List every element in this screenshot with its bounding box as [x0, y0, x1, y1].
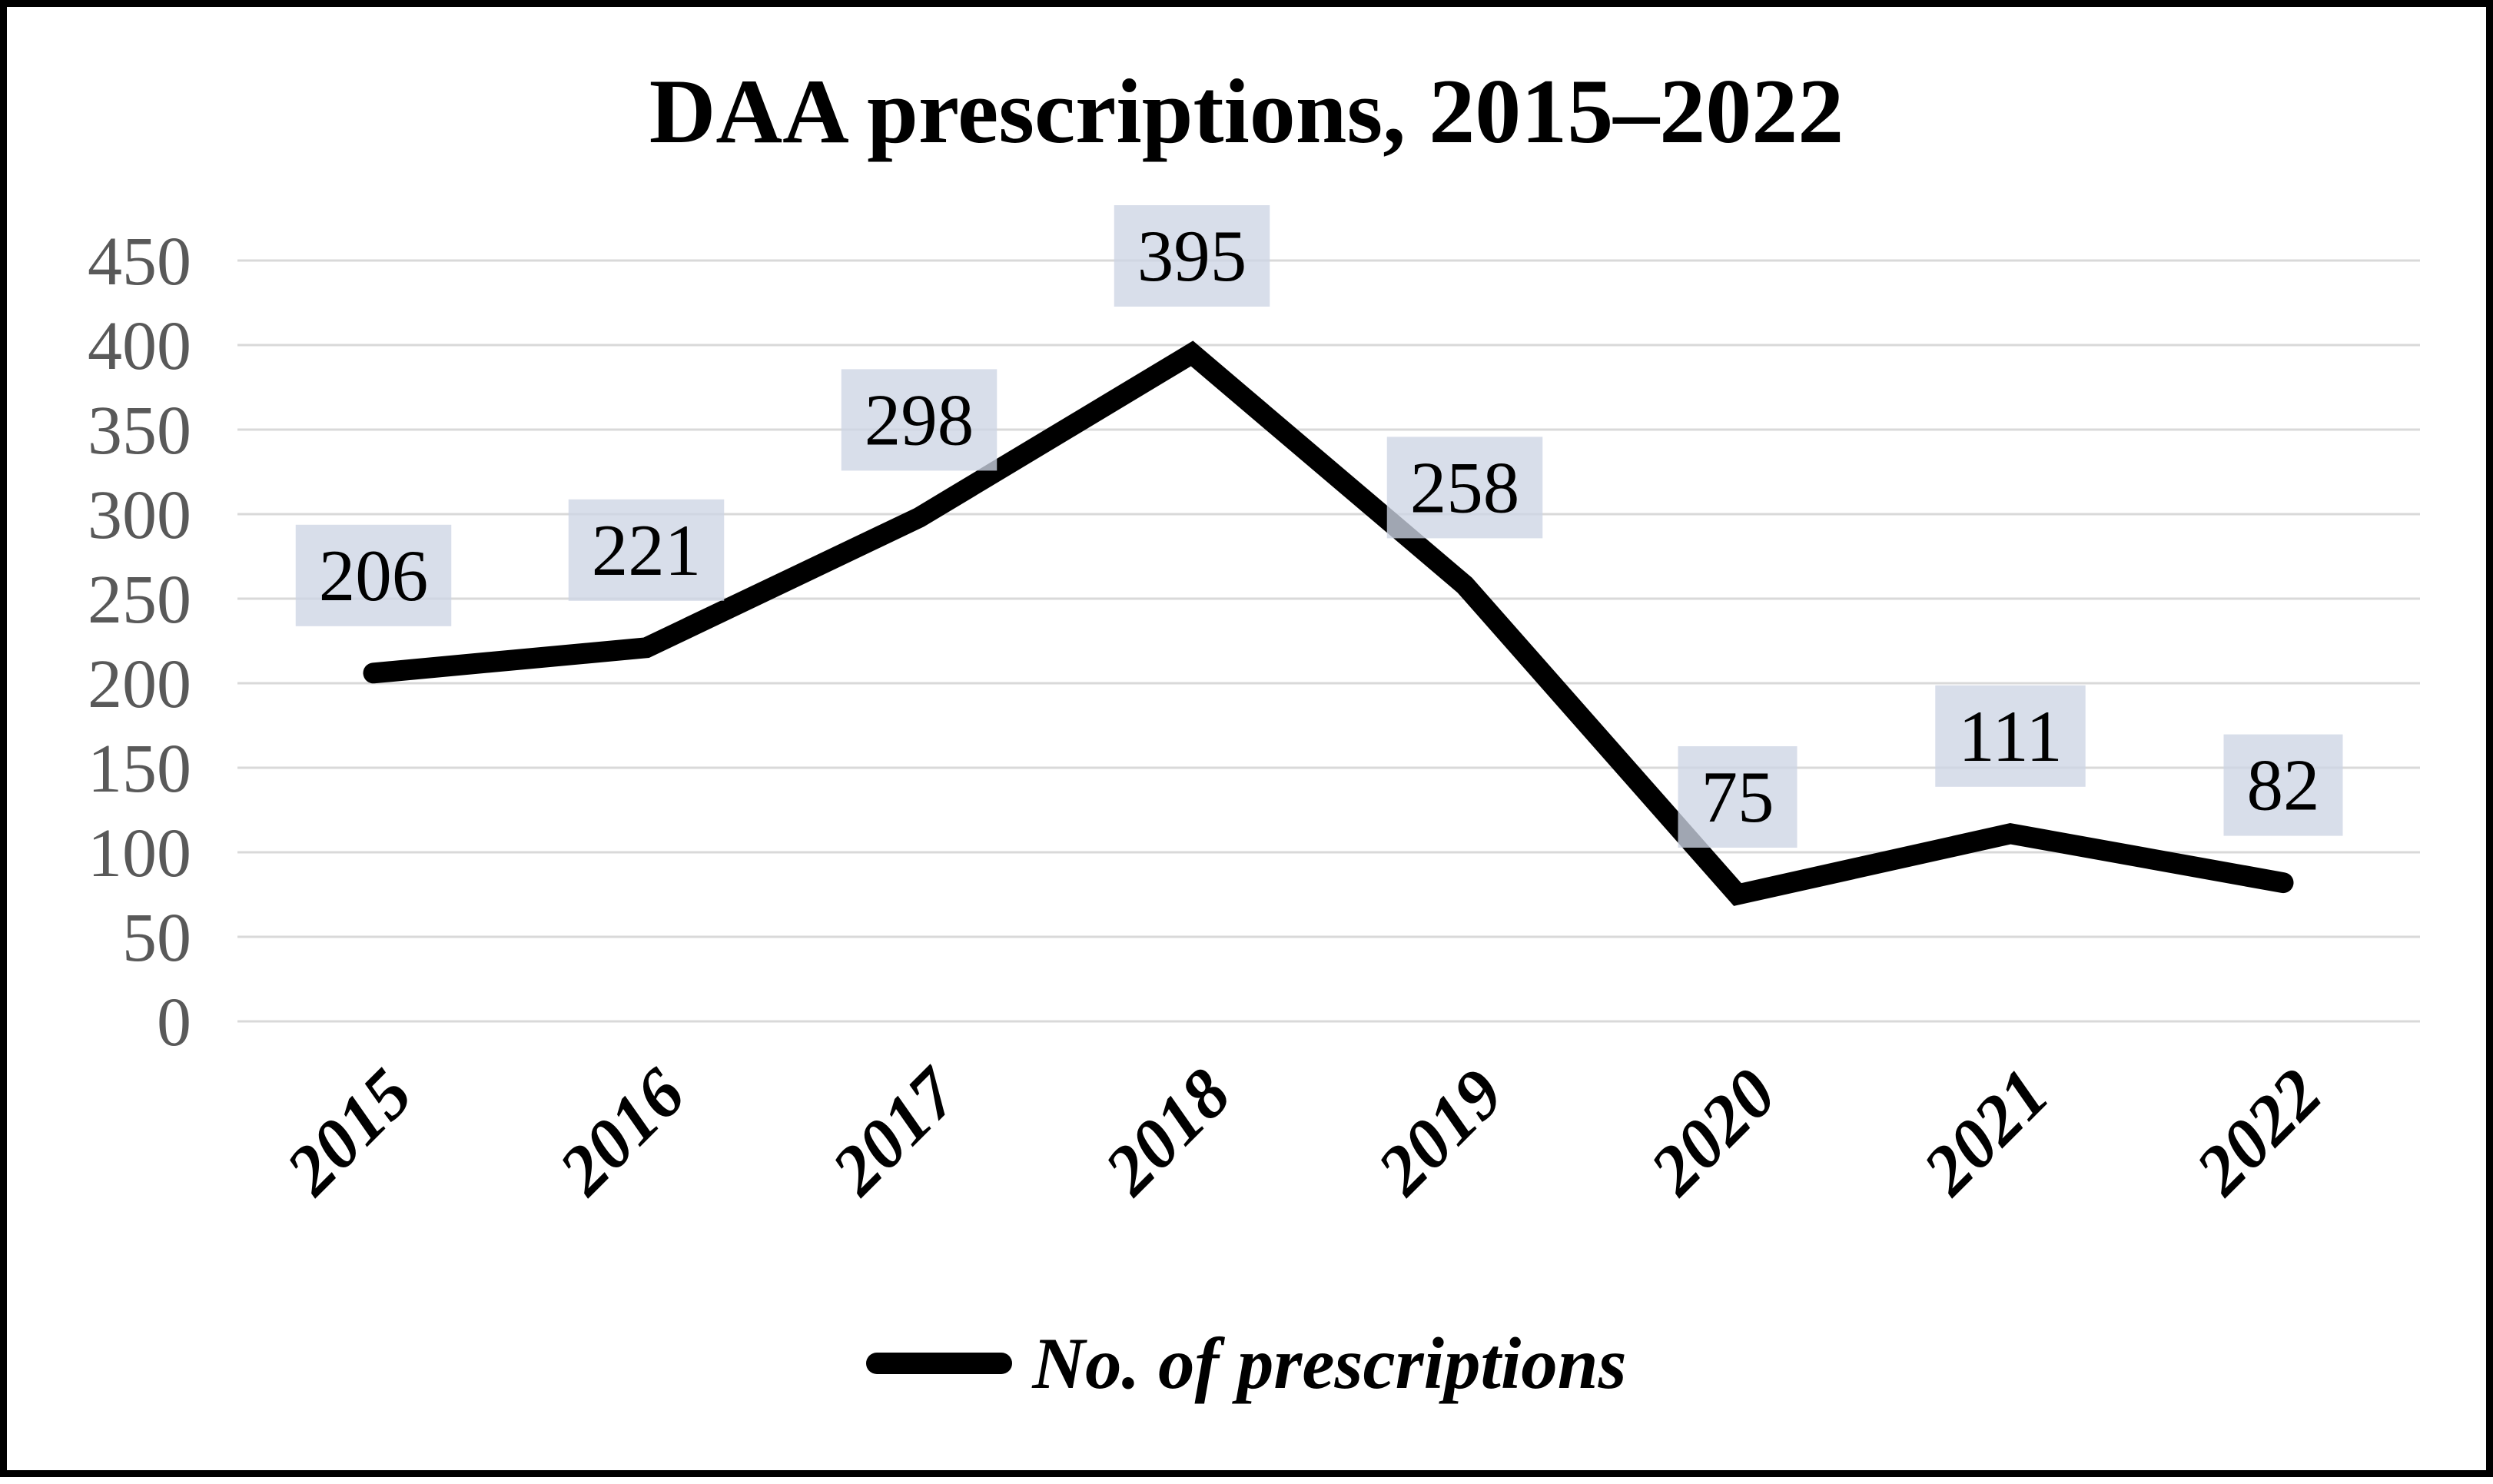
y-tick-label-250: 250 [88, 562, 191, 638]
y-axis-tick-labels: 450 400 350 300 250 200 150 100 50 0 [88, 224, 191, 1061]
chart-title: DAA prescriptions, 2015–2022 [649, 60, 1844, 162]
data-label-2018: 395 [1114, 205, 1270, 307]
legend: No. of prescriptions [7, 1313, 2486, 1413]
series-line-no-of-prescriptions [363, 340, 2294, 906]
x-tick-label-2017: 2017 [815, 1051, 974, 1210]
data-label-box [1678, 746, 1798, 848]
y-tick-label-200: 200 [88, 646, 191, 722]
data-label-2015: 206 [295, 524, 452, 626]
y-tick-label-0: 0 [157, 984, 191, 1061]
data-label-value: 206 [319, 535, 429, 616]
data-label-value: 111 [1958, 696, 2062, 777]
data-labels: 206 221 298 395 258 75 111 82 [295, 205, 2343, 848]
x-axis-tick-labels: 2015 2016 2017 2018 2019 2020 2021 2022 [270, 1051, 2336, 1210]
data-label-2016: 221 [568, 499, 725, 601]
x-tick-label-2020: 2020 [1634, 1054, 1791, 1210]
gridlines [237, 259, 2420, 1023]
data-label-2021: 111 [1935, 685, 2086, 787]
y-tick-label-300: 300 [88, 477, 191, 553]
x-tick-label-2022: 2022 [2179, 1054, 2336, 1210]
x-tick-label-2016: 2016 [543, 1054, 699, 1210]
data-label-2020: 75 [1678, 746, 1798, 848]
data-label-2017: 298 [841, 369, 998, 471]
x-tick-label-2021: 2021 [1907, 1054, 2063, 1210]
data-label-box [295, 524, 452, 626]
data-label-box [1114, 205, 1270, 307]
data-label-value: 298 [865, 379, 974, 460]
x-tick-label-2015: 2015 [270, 1054, 427, 1210]
y-tick-label-450: 450 [88, 224, 191, 300]
data-label-2022: 82 [2223, 734, 2343, 836]
x-tick-label-2018: 2018 [1088, 1054, 1245, 1210]
legend-line-swatch [866, 1353, 1013, 1374]
data-label-box [568, 499, 725, 601]
legend-series-label: No. of prescriptions [1032, 1322, 1627, 1404]
data-label-box [841, 369, 998, 471]
y-tick-label-400: 400 [88, 308, 191, 384]
y-tick-label-350: 350 [88, 393, 191, 469]
data-label-2019: 258 [1386, 437, 1543, 539]
data-label-box [2223, 734, 2343, 836]
y-tick-label-50: 50 [122, 900, 191, 976]
x-tick-label-2019: 2019 [1361, 1054, 1518, 1210]
y-tick-label-150: 150 [88, 731, 191, 807]
data-label-box [1386, 437, 1543, 539]
y-tick-label-100: 100 [88, 815, 191, 891]
data-label-value: 75 [1701, 756, 1774, 838]
data-label-value: 258 [1410, 447, 1520, 528]
data-label-value: 221 [592, 510, 702, 591]
data-label-box [1935, 685, 2086, 787]
data-label-value: 82 [2247, 745, 2320, 826]
data-label-value: 395 [1137, 215, 1247, 297]
